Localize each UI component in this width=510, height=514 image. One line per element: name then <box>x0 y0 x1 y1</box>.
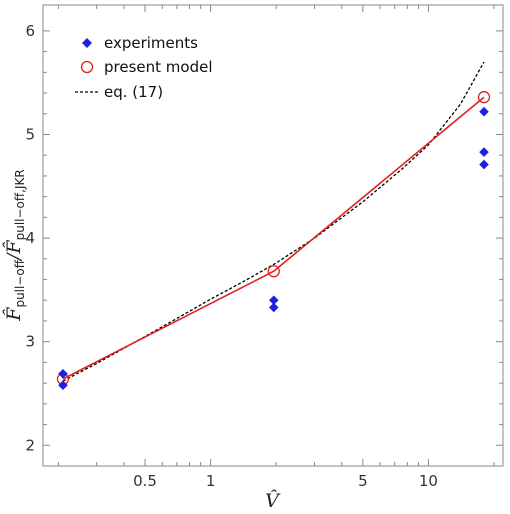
axes: 2 3 4 5 6 0.5 1 5 10 <box>25 4 504 490</box>
series-eq17 <box>62 61 485 382</box>
experiment-point <box>58 380 68 390</box>
x-tick-label: 10 <box>419 472 438 490</box>
y-tick-label: 3 <box>25 333 35 351</box>
experiment-point <box>479 147 489 157</box>
model-point <box>477 91 491 104</box>
eq17-curve <box>62 61 485 382</box>
plot-frame <box>42 4 504 467</box>
x-tick-label: 0.5 <box>133 472 157 490</box>
experiment-point <box>268 302 279 313</box>
x-tick-label: 1 <box>206 472 216 490</box>
legend-marker-experiments <box>82 38 92 48</box>
x-axis-title: V̂ <box>265 490 281 512</box>
model-point <box>267 265 280 278</box>
legend-marker-present-model <box>80 60 94 74</box>
legend-label: experiments <box>104 34 198 52</box>
x-tick-label: 5 <box>358 472 368 490</box>
experiment-point <box>268 295 279 306</box>
experiment-point <box>479 106 489 117</box>
y-tick-label: 2 <box>25 436 35 454</box>
legend: experiments present model eq. (17) <box>75 34 213 101</box>
legend-label: eq. (17) <box>104 83 163 101</box>
model-line <box>62 96 485 380</box>
legend-label: present model <box>104 58 213 76</box>
experiment-point <box>479 159 489 170</box>
y-tick-label: 5 <box>25 125 35 143</box>
experiment-point <box>58 369 68 379</box>
series-experiments <box>58 106 489 390</box>
y-tick-label: 4 <box>25 229 35 247</box>
series-present-model <box>56 91 491 386</box>
y-tick-label: 6 <box>25 22 35 40</box>
y-axis-title: F̂pull−off/F̂pull−off,JKR <box>3 169 27 321</box>
